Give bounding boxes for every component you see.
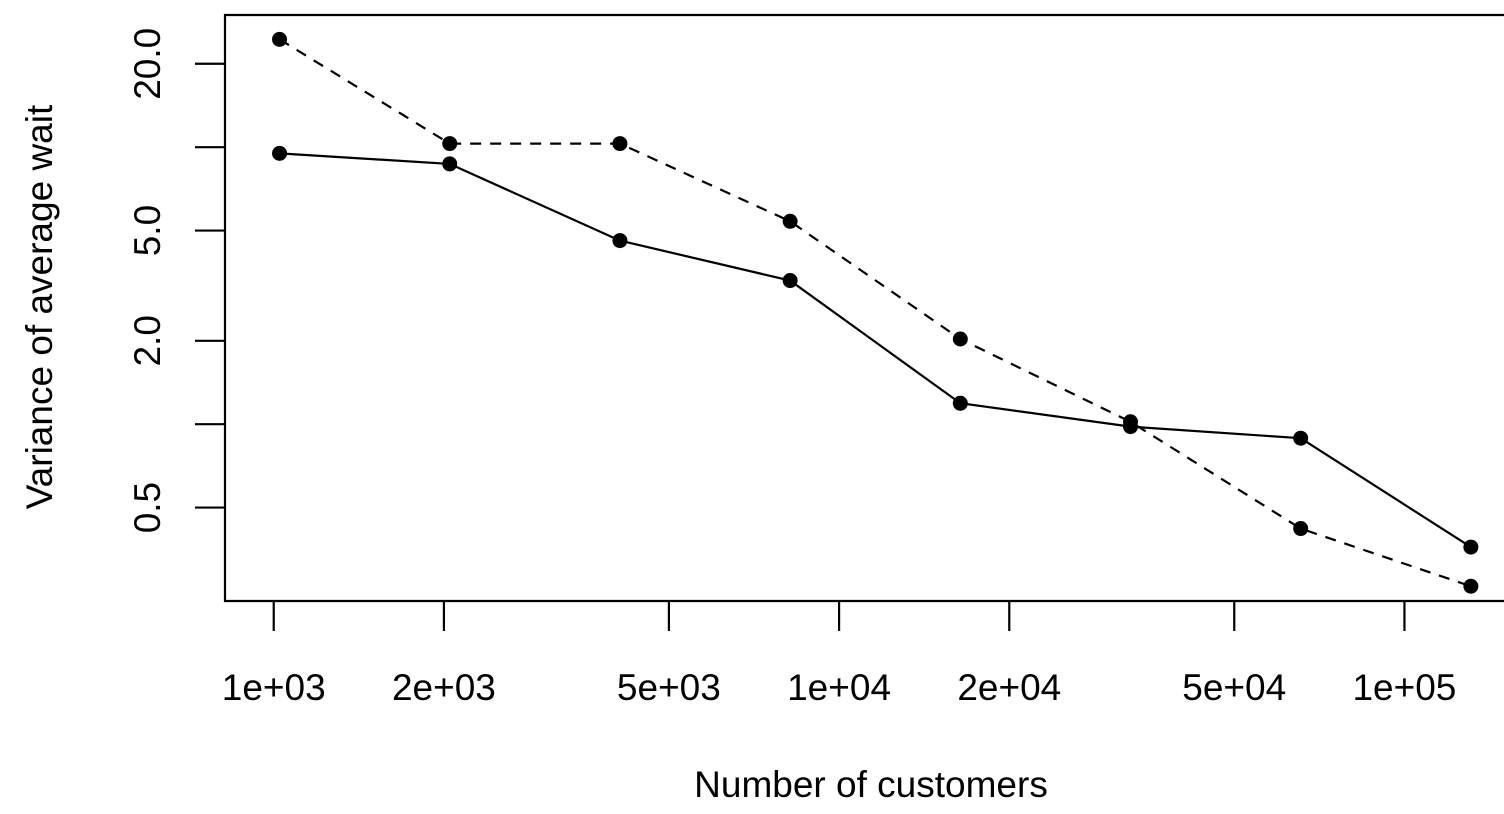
data-point bbox=[952, 395, 968, 411]
y-tick-label: 2.0 bbox=[127, 315, 168, 366]
x-tick-label: 5e+04 bbox=[1182, 667, 1286, 708]
data-point bbox=[272, 145, 288, 161]
y-axis: 0.5 2.0 5.0 20.0 bbox=[127, 28, 225, 533]
x-tick-label: 1e+05 bbox=[1352, 667, 1456, 708]
data-point bbox=[442, 136, 458, 152]
x-tick-label: 2e+03 bbox=[392, 667, 496, 708]
x-axis-label: Number of customers bbox=[694, 764, 1048, 805]
x-tick-label: 5e+03 bbox=[617, 667, 721, 708]
y-tick-label: 5.0 bbox=[127, 205, 168, 256]
plot-box-layer bbox=[223, 13, 1504, 603]
y-tick-label: 0.5 bbox=[127, 482, 168, 533]
series-line bbox=[279, 152, 1472, 549]
data-point bbox=[442, 156, 458, 172]
plot-frame bbox=[223, 13, 1504, 603]
x-tick-label: 1e+03 bbox=[222, 667, 326, 708]
data-point bbox=[612, 233, 628, 249]
x-tick-label: 1e+04 bbox=[787, 667, 891, 708]
data-point bbox=[612, 136, 628, 152]
data-point bbox=[1293, 521, 1309, 537]
data-point bbox=[272, 31, 288, 47]
data-point bbox=[782, 213, 798, 229]
x-axis: 1e+03 2e+03 5e+03 1e+04 2e+04 5e+04 1e+05 bbox=[222, 601, 1456, 708]
series-line bbox=[278, 38, 1472, 588]
series-layer bbox=[272, 31, 1479, 594]
y-tick-label: 20.0 bbox=[127, 28, 168, 100]
data-point bbox=[1463, 578, 1479, 594]
data-point bbox=[952, 331, 968, 347]
data-point bbox=[1293, 430, 1309, 446]
y-axis-label: Variance of average wait bbox=[19, 104, 60, 509]
data-point bbox=[782, 273, 798, 289]
x-tick-label: 2e+04 bbox=[957, 667, 1061, 708]
series-dashed bbox=[272, 31, 1479, 594]
data-point bbox=[1123, 414, 1139, 430]
data-point bbox=[1463, 539, 1479, 555]
